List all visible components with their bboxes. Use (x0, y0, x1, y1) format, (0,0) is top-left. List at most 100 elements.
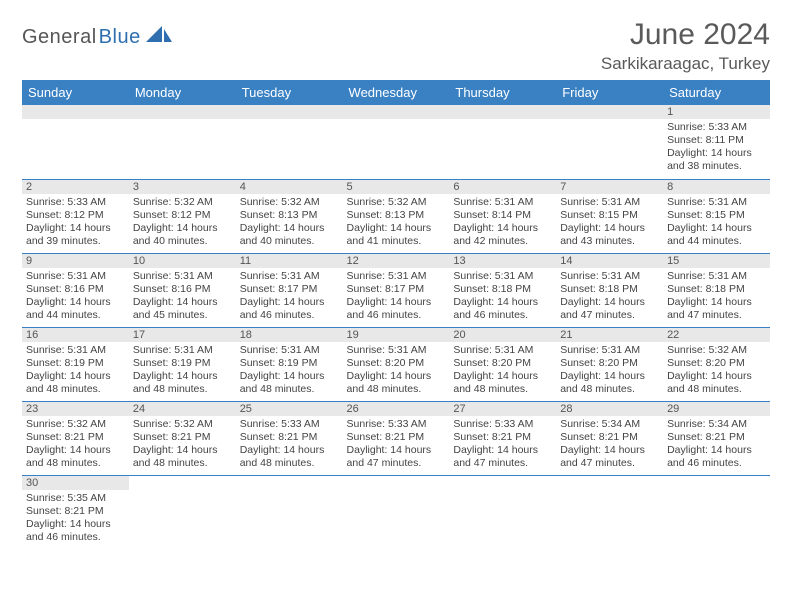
logo-sail-icon (146, 26, 172, 49)
day-number: 27 (449, 402, 556, 416)
day-number-empty (449, 105, 556, 119)
day-details: Sunrise: 5:32 AMSunset: 8:12 PMDaylight:… (129, 194, 236, 253)
day-number: 29 (663, 402, 770, 416)
weekday-header: Thursday (449, 80, 556, 105)
day-cell: 8Sunrise: 5:31 AMSunset: 8:15 PMDaylight… (663, 179, 770, 253)
day-number: 7 (556, 180, 663, 194)
day-cell: 14Sunrise: 5:31 AMSunset: 8:18 PMDayligh… (556, 253, 663, 327)
day-cell: 7Sunrise: 5:31 AMSunset: 8:15 PMDaylight… (556, 179, 663, 253)
day-number-empty (22, 105, 129, 119)
day-details: Sunrise: 5:31 AMSunset: 8:19 PMDaylight:… (22, 342, 129, 401)
day-number: 21 (556, 328, 663, 342)
empty-cell (129, 475, 236, 549)
day-number: 19 (343, 328, 450, 342)
day-cell: 30Sunrise: 5:35 AMSunset: 8:21 PMDayligh… (22, 475, 129, 549)
empty-cell (343, 475, 450, 549)
day-details: Sunrise: 5:31 AMSunset: 8:17 PMDaylight:… (236, 268, 343, 327)
empty-cell (449, 475, 556, 549)
day-details: Sunrise: 5:32 AMSunset: 8:13 PMDaylight:… (343, 194, 450, 253)
day-number-empty (236, 105, 343, 119)
day-details: Sunrise: 5:35 AMSunset: 8:21 PMDaylight:… (22, 490, 129, 550)
day-cell: 26Sunrise: 5:33 AMSunset: 8:21 PMDayligh… (343, 401, 450, 475)
day-details: Sunrise: 5:31 AMSunset: 8:14 PMDaylight:… (449, 194, 556, 253)
day-number: 15 (663, 254, 770, 268)
weekday-header-row: SundayMondayTuesdayWednesdayThursdayFrid… (22, 80, 770, 105)
empty-cell (22, 105, 129, 179)
weekday-header: Wednesday (343, 80, 450, 105)
day-cell: 9Sunrise: 5:31 AMSunset: 8:16 PMDaylight… (22, 253, 129, 327)
day-details: Sunrise: 5:33 AMSunset: 8:12 PMDaylight:… (22, 194, 129, 253)
calendar-row: 23Sunrise: 5:32 AMSunset: 8:21 PMDayligh… (22, 401, 770, 475)
day-number: 20 (449, 328, 556, 342)
day-cell: 27Sunrise: 5:33 AMSunset: 8:21 PMDayligh… (449, 401, 556, 475)
calendar-body: 1Sunrise: 5:33 AMSunset: 8:11 PMDaylight… (22, 105, 770, 549)
day-details: Sunrise: 5:31 AMSunset: 8:18 PMDaylight:… (449, 268, 556, 327)
calendar-row: 1Sunrise: 5:33 AMSunset: 8:11 PMDaylight… (22, 105, 770, 179)
day-cell: 4Sunrise: 5:32 AMSunset: 8:13 PMDaylight… (236, 179, 343, 253)
day-details: Sunrise: 5:32 AMSunset: 8:20 PMDaylight:… (663, 342, 770, 401)
weekday-header: Saturday (663, 80, 770, 105)
empty-cell (236, 105, 343, 179)
day-details: Sunrise: 5:31 AMSunset: 8:15 PMDaylight:… (663, 194, 770, 253)
day-cell: 10Sunrise: 5:31 AMSunset: 8:16 PMDayligh… (129, 253, 236, 327)
day-details: Sunrise: 5:31 AMSunset: 8:19 PMDaylight:… (129, 342, 236, 401)
day-cell: 19Sunrise: 5:31 AMSunset: 8:20 PMDayligh… (343, 327, 450, 401)
day-number: 3 (129, 180, 236, 194)
day-cell: 20Sunrise: 5:31 AMSunset: 8:20 PMDayligh… (449, 327, 556, 401)
weekday-header: Monday (129, 80, 236, 105)
empty-cell (556, 475, 663, 549)
day-number: 30 (22, 476, 129, 490)
day-cell: 22Sunrise: 5:32 AMSunset: 8:20 PMDayligh… (663, 327, 770, 401)
location: Sarkikaraagac, Turkey (601, 54, 770, 74)
day-number: 26 (343, 402, 450, 416)
calendar-row: 30Sunrise: 5:35 AMSunset: 8:21 PMDayligh… (22, 475, 770, 549)
day-number: 11 (236, 254, 343, 268)
empty-cell (236, 475, 343, 549)
day-details: Sunrise: 5:34 AMSunset: 8:21 PMDaylight:… (556, 416, 663, 475)
calendar-row: 2Sunrise: 5:33 AMSunset: 8:12 PMDaylight… (22, 179, 770, 253)
calendar-row: 16Sunrise: 5:31 AMSunset: 8:19 PMDayligh… (22, 327, 770, 401)
day-details: Sunrise: 5:31 AMSunset: 8:18 PMDaylight:… (556, 268, 663, 327)
day-number: 1 (663, 105, 770, 119)
day-cell: 28Sunrise: 5:34 AMSunset: 8:21 PMDayligh… (556, 401, 663, 475)
day-details: Sunrise: 5:31 AMSunset: 8:20 PMDaylight:… (556, 342, 663, 401)
empty-cell (449, 105, 556, 179)
day-number: 23 (22, 402, 129, 416)
day-cell: 15Sunrise: 5:31 AMSunset: 8:18 PMDayligh… (663, 253, 770, 327)
day-cell: 1Sunrise: 5:33 AMSunset: 8:11 PMDaylight… (663, 105, 770, 179)
day-details: Sunrise: 5:31 AMSunset: 8:18 PMDaylight:… (663, 268, 770, 327)
empty-cell (343, 105, 450, 179)
day-number: 14 (556, 254, 663, 268)
day-number: 9 (22, 254, 129, 268)
day-cell: 23Sunrise: 5:32 AMSunset: 8:21 PMDayligh… (22, 401, 129, 475)
header: GeneralBlue June 2024 Sarkikaraagac, Tur… (22, 18, 770, 74)
day-details: Sunrise: 5:33 AMSunset: 8:21 PMDaylight:… (449, 416, 556, 475)
day-details: Sunrise: 5:31 AMSunset: 8:20 PMDaylight:… (343, 342, 450, 401)
day-cell: 12Sunrise: 5:31 AMSunset: 8:17 PMDayligh… (343, 253, 450, 327)
day-details: Sunrise: 5:32 AMSunset: 8:13 PMDaylight:… (236, 194, 343, 253)
day-number: 22 (663, 328, 770, 342)
day-details: Sunrise: 5:31 AMSunset: 8:16 PMDaylight:… (22, 268, 129, 327)
day-number-empty (556, 105, 663, 119)
day-number: 24 (129, 402, 236, 416)
logo: GeneralBlue (22, 18, 172, 49)
day-cell: 29Sunrise: 5:34 AMSunset: 8:21 PMDayligh… (663, 401, 770, 475)
calendar-row: 9Sunrise: 5:31 AMSunset: 8:16 PMDaylight… (22, 253, 770, 327)
day-number: 10 (129, 254, 236, 268)
day-details: Sunrise: 5:31 AMSunset: 8:16 PMDaylight:… (129, 268, 236, 327)
day-cell: 6Sunrise: 5:31 AMSunset: 8:14 PMDaylight… (449, 179, 556, 253)
weekday-header: Sunday (22, 80, 129, 105)
day-number: 8 (663, 180, 770, 194)
title-block: June 2024 Sarkikaraagac, Turkey (601, 18, 770, 74)
weekday-header: Tuesday (236, 80, 343, 105)
logo-text-accent: Blue (99, 26, 141, 49)
day-details: Sunrise: 5:32 AMSunset: 8:21 PMDaylight:… (22, 416, 129, 475)
month-title: June 2024 (601, 18, 770, 52)
empty-cell (129, 105, 236, 179)
day-number-empty (129, 105, 236, 119)
day-details: Sunrise: 5:31 AMSunset: 8:15 PMDaylight:… (556, 194, 663, 253)
day-cell: 25Sunrise: 5:33 AMSunset: 8:21 PMDayligh… (236, 401, 343, 475)
day-number: 12 (343, 254, 450, 268)
logo-text-main: General (22, 26, 97, 49)
day-details: Sunrise: 5:33 AMSunset: 8:21 PMDaylight:… (343, 416, 450, 475)
